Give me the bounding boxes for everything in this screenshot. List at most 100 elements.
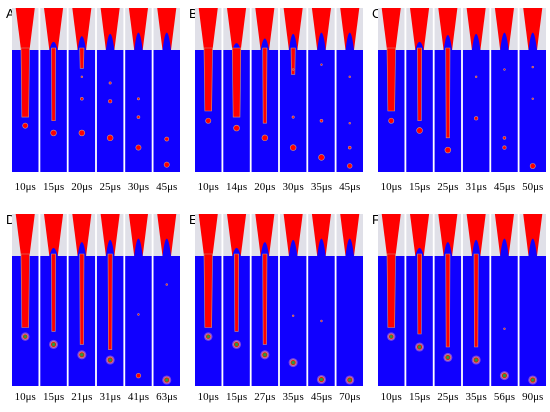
droplet (347, 163, 353, 169)
droplet (347, 145, 352, 150)
frame: 30μs (125, 8, 152, 193)
frame: 21μs (68, 214, 96, 403)
ligament (51, 47, 56, 122)
panel-a: A 10μs 15μs 20μs 25μs 30μs 45μs (6, 6, 180, 193)
meniscus (471, 33, 481, 50)
meniscus (77, 242, 87, 256)
frame: 35μs (462, 214, 490, 403)
meniscus (77, 36, 87, 50)
ambient-domain (96, 50, 124, 172)
nozzle-fluid (100, 214, 120, 256)
droplet (136, 97, 140, 101)
frame: 41μs (125, 214, 152, 403)
ligament (20, 253, 30, 328)
time-label: 35μs (311, 181, 332, 193)
nozzle-fluid (157, 8, 177, 50)
droplet (319, 119, 324, 123)
meniscus (345, 32, 354, 50)
droplet (80, 75, 84, 79)
panel-label: E (189, 212, 198, 227)
frame: 10μs (195, 8, 222, 193)
ligament (262, 47, 268, 124)
panel-f: F 10μs 15μs 25μs 35μs 56μs 90μs (372, 212, 546, 403)
meniscus (288, 33, 298, 50)
nozzle-fluid (494, 214, 514, 256)
meniscus (288, 239, 298, 256)
nozzle-fluid (381, 8, 401, 50)
nozzle-fluid (340, 8, 360, 50)
droplet (503, 68, 506, 71)
frame: 10μs (12, 214, 39, 403)
droplet (165, 283, 168, 286)
panel-e: E 10μs 15μs 27μs 35μs 45μs 70μs (189, 212, 363, 403)
droplet (388, 117, 395, 124)
frame: 63μs (153, 214, 180, 403)
time-label: 15μs (43, 391, 64, 403)
frame: 10μs (378, 214, 405, 403)
ambient-domain (519, 50, 546, 172)
droplet-core (446, 355, 450, 360)
ligament (79, 253, 85, 345)
frame: 20μs (68, 8, 96, 193)
nozzle-fluid (283, 8, 303, 50)
droplet (320, 63, 323, 66)
frame: 70μs (336, 214, 363, 403)
time-label: 10μs (381, 181, 402, 193)
meniscus (443, 242, 453, 256)
nozzle-fluid (438, 214, 458, 256)
meniscus (471, 239, 481, 256)
frame: 15μs (40, 8, 67, 193)
frame: 50μs (519, 8, 546, 193)
time-label: 10μs (198, 181, 219, 193)
droplet-core (347, 378, 352, 382)
time-label: 20μs (254, 181, 275, 193)
frame: 35μs (308, 8, 335, 193)
ambient-domain (519, 256, 546, 386)
droplet-core (291, 360, 295, 365)
meniscus (162, 238, 171, 256)
time-label: 30μs (128, 181, 149, 193)
droplet-core (206, 334, 210, 339)
time-label: 25μs (437, 391, 458, 403)
nozzle-fluid (198, 214, 218, 256)
droplet (108, 99, 113, 104)
time-label: 63μs (156, 391, 177, 403)
droplet (444, 146, 452, 154)
nozzle-fluid (255, 8, 275, 50)
time-label: 27μs (254, 391, 275, 403)
droplet (291, 115, 295, 119)
time-label: 45μs (494, 181, 515, 193)
droplet (291, 68, 295, 71)
nozzle-fluid (466, 8, 486, 50)
frame: 25μs (434, 8, 462, 193)
nozzle-fluid (44, 8, 64, 50)
frame: 10μs (195, 214, 222, 403)
meniscus (260, 242, 270, 256)
droplet (502, 145, 507, 150)
ligament (79, 47, 85, 69)
droplet (135, 144, 142, 151)
ligament (417, 47, 422, 122)
meniscus (500, 32, 509, 50)
meniscus (528, 238, 537, 256)
frame: 31μs (462, 8, 490, 193)
ambient-domain (125, 256, 152, 386)
frame: 15μs (223, 214, 250, 403)
ambient-domain (125, 50, 152, 172)
time-label: 14μs (226, 181, 247, 193)
time-label: 15μs (43, 181, 64, 193)
droplet (348, 121, 351, 125)
time-label: 56μs (494, 391, 515, 403)
ligament (262, 253, 268, 345)
ambient-domain (153, 50, 180, 172)
time-label: 10μs (15, 181, 36, 193)
ligament (445, 253, 451, 348)
time-label: 45μs (156, 181, 177, 193)
nozzle-fluid (340, 214, 360, 256)
meniscus (500, 238, 509, 256)
ligament (203, 253, 213, 328)
panel-b: B 10μs 14μs 20μs 30μs 35μs 45μs (189, 6, 363, 193)
ambient-domain (308, 50, 335, 172)
panel-label: C (372, 6, 381, 21)
nozzle-fluid (311, 8, 331, 50)
